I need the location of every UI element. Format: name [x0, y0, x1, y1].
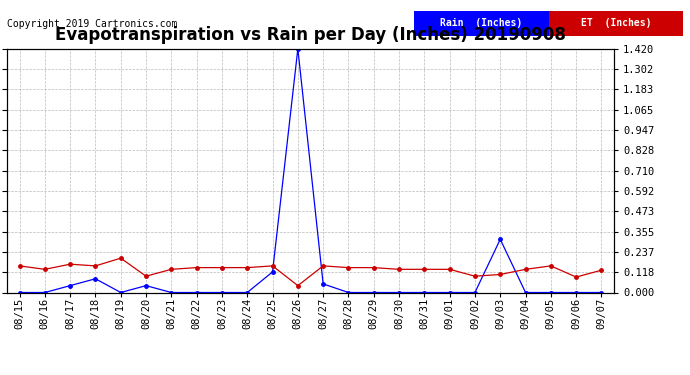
Text: Copyright 2019 Cartronics.com: Copyright 2019 Cartronics.com: [7, 19, 177, 29]
FancyBboxPatch shape: [414, 11, 549, 36]
Text: Evapotranspiration vs Rain per Day (Inches) 20190908: Evapotranspiration vs Rain per Day (Inch…: [55, 26, 566, 44]
FancyBboxPatch shape: [549, 11, 683, 36]
Text: ET  (Inches): ET (Inches): [580, 18, 651, 28]
Text: Rain  (Inches): Rain (Inches): [440, 18, 522, 28]
